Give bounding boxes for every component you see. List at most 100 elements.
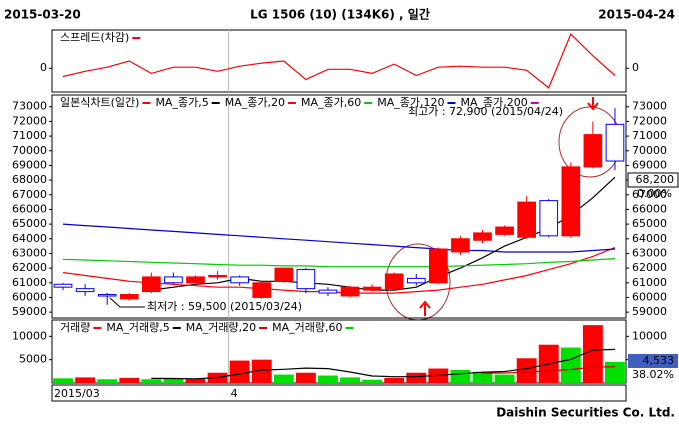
candle-body <box>384 273 404 290</box>
candle-body <box>406 277 426 284</box>
candle-body <box>142 276 161 293</box>
y-tick-label-right: 67000 <box>632 188 667 201</box>
volume-bar <box>450 369 471 383</box>
change-label: 0.00% <box>637 187 672 200</box>
volume-bar <box>251 359 272 383</box>
line <box>151 348 616 380</box>
y-tick-label: 0 <box>40 61 47 74</box>
y-tick-label: 61000 <box>12 276 47 289</box>
y-tick-label-right: 0 <box>632 61 639 74</box>
annotation: 최고가 : 72,900 (2015/04/24) <box>408 105 563 118</box>
y-tick-label: 70000 <box>12 144 47 157</box>
panel-frame <box>51 319 627 384</box>
last-box <box>627 172 679 188</box>
volume-bar <box>295 372 316 383</box>
last-label: 4,533 <box>643 354 675 367</box>
last-box <box>628 354 678 368</box>
y-tick-label: 65000 <box>12 217 47 230</box>
y-tick-label: 66000 <box>12 202 47 215</box>
y-tick-label-right: 62000 <box>632 261 667 274</box>
end-date: 2015-04-24 <box>598 8 675 22</box>
candle-body <box>583 134 603 168</box>
y-tick-label: 63000 <box>12 246 47 259</box>
last-label: 68,200 <box>636 173 675 186</box>
volume-bar <box>318 375 338 383</box>
candle-body <box>495 226 514 235</box>
volume-bar <box>362 379 383 383</box>
volume-bar <box>141 379 162 383</box>
y-tick-label-right: 59000 <box>632 305 667 318</box>
y-tick-label: 60000 <box>12 290 47 303</box>
candle-body <box>164 276 183 284</box>
y-tick-label-right: 60000 <box>632 290 667 303</box>
legend-label: 일본식차트(일간) <box>60 95 139 109</box>
arrow-up <box>419 300 431 316</box>
volume-bar <box>516 358 537 383</box>
y-tick-label: 67000 <box>12 188 47 201</box>
legend-label: MA_거래량,20 <box>186 321 256 334</box>
candle-body <box>561 166 581 237</box>
candle-body <box>186 276 205 284</box>
candle-body <box>208 274 227 278</box>
y-tick-label-right: 65000 <box>632 217 667 230</box>
y-tick-label-right: 70000 <box>632 144 667 157</box>
y-tick-label-right: 63000 <box>632 246 667 259</box>
volume-bar <box>582 325 603 383</box>
volume-bar <box>75 377 96 383</box>
y-tick-label: 73000 <box>12 100 47 113</box>
candle-body <box>473 232 492 241</box>
y-tick-label-right: 10000 <box>632 329 667 342</box>
candle-body <box>53 283 73 288</box>
y-tick-label: 71000 <box>12 129 47 142</box>
volume-bar <box>340 377 360 383</box>
y-tick-label: 69000 <box>12 158 47 171</box>
volume-bar <box>560 347 581 383</box>
legend-label: MA_종가,200 <box>460 96 527 109</box>
candle-body <box>75 288 95 293</box>
volume-bar <box>273 374 294 383</box>
volume-bar <box>605 361 625 383</box>
x-tick-label: 2015/03 <box>54 387 100 400</box>
candle-body <box>340 286 360 297</box>
footer: Daishin Securities Co. Ltd. <box>496 406 675 420</box>
candle-body <box>119 294 139 300</box>
y-tick-label: 62000 <box>12 261 47 274</box>
candle-body <box>296 269 316 290</box>
y-tick-label: 59000 <box>12 305 47 318</box>
legend-label: MA_거래량,60 <box>272 321 342 334</box>
line <box>151 176 616 291</box>
y-tick-label-right: 73000 <box>632 100 667 113</box>
y-tick-label: 72000 <box>12 114 47 127</box>
axis-strip <box>51 384 627 402</box>
candle-body <box>318 289 338 294</box>
candle-body <box>274 267 294 282</box>
volume-bar <box>185 378 206 383</box>
x-tick-label: 4 <box>231 387 238 400</box>
candle-body <box>362 286 382 291</box>
legend-label: MA_거래량,5 <box>106 321 169 334</box>
legend-label: MA_종가,5 <box>155 96 208 109</box>
candle-body <box>539 200 559 237</box>
y-tick-label-right: 66000 <box>632 202 667 215</box>
volume-bar <box>163 378 184 383</box>
y-tick-label: 64000 <box>12 232 47 245</box>
panel-frame <box>51 94 627 319</box>
y-tick-label-right: 71000 <box>632 129 667 142</box>
legend-label: MA_종가,60 <box>301 96 361 109</box>
line <box>62 223 616 253</box>
candle-body <box>451 238 470 253</box>
volume-bar <box>406 372 427 383</box>
y-tick-label-right: 64000 <box>632 232 667 245</box>
volume-bar <box>119 377 140 383</box>
leader-line <box>109 297 145 308</box>
candle-body <box>252 282 272 298</box>
change-label: 38.02% <box>632 368 674 381</box>
legend-label: 스프레드(차감) <box>60 31 129 44</box>
y-tick-label-right: 61000 <box>632 276 667 289</box>
line <box>482 366 616 374</box>
volume-bar <box>229 360 250 383</box>
candle-body <box>429 248 448 284</box>
start-date: 2015-03-20 <box>4 8 81 22</box>
